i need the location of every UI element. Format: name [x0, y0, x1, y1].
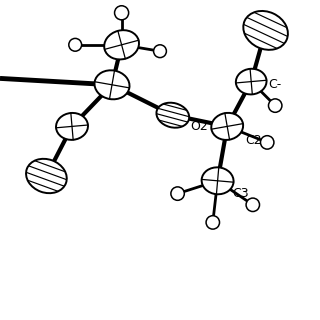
Ellipse shape	[202, 167, 234, 194]
Circle shape	[171, 187, 184, 200]
Text: C3: C3	[232, 187, 249, 200]
Ellipse shape	[236, 69, 267, 94]
Ellipse shape	[94, 70, 130, 99]
Circle shape	[206, 216, 220, 229]
Circle shape	[246, 198, 260, 212]
Ellipse shape	[56, 113, 88, 140]
Circle shape	[268, 99, 282, 112]
Circle shape	[154, 45, 166, 58]
Ellipse shape	[211, 113, 243, 140]
Text: O2: O2	[190, 120, 208, 133]
Ellipse shape	[243, 11, 288, 50]
Ellipse shape	[26, 159, 67, 193]
Circle shape	[115, 6, 129, 20]
Text: C2: C2	[245, 134, 261, 147]
Circle shape	[260, 136, 274, 149]
Circle shape	[69, 38, 82, 51]
Text: C-: C-	[268, 78, 281, 91]
Ellipse shape	[156, 103, 189, 128]
Ellipse shape	[104, 30, 139, 60]
